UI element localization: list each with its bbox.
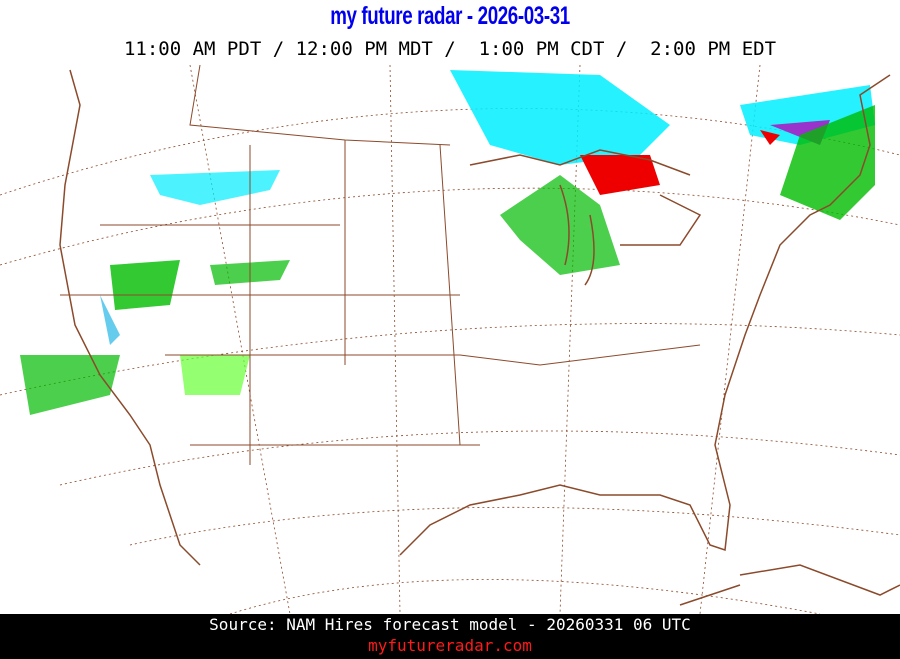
site-link[interactable]: myfutureradar.com bbox=[368, 636, 532, 655]
footer: Source: NAM Hires forecast model - 20260… bbox=[0, 614, 900, 659]
lat-lon-grid bbox=[0, 65, 900, 614]
source-text: Source: NAM Hires forecast model - 20260… bbox=[209, 615, 691, 634]
page-title: my future radar - 2026-03-31 bbox=[330, 2, 570, 30]
state-borders bbox=[59, 65, 900, 606]
radar-echoes bbox=[20, 70, 875, 415]
radar-map bbox=[0, 65, 900, 614]
valid-times: 11:00 AM PDT / 12:00 PM MDT / 1:00 PM CD… bbox=[123, 38, 777, 60]
